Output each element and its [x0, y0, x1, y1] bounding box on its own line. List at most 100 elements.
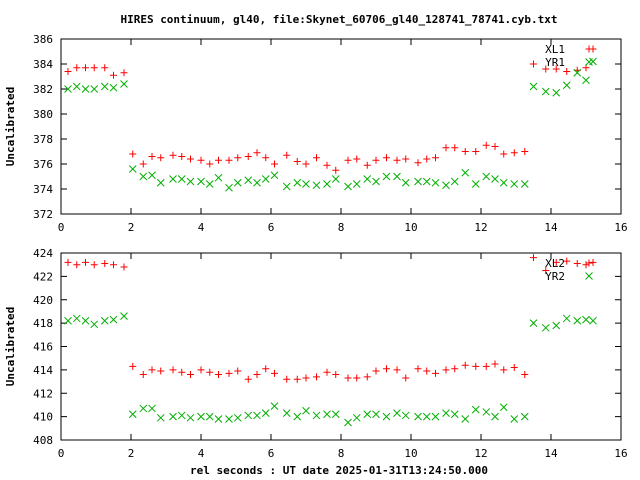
data-point [414, 365, 422, 373]
data-point [110, 71, 117, 79]
data-point [120, 80, 128, 88]
data-point [393, 366, 401, 374]
y-tick-label: 410 [33, 411, 53, 424]
data-point [128, 165, 137, 173]
y-tick-label: 420 [33, 294, 53, 307]
data-point [72, 314, 81, 323]
data-point [197, 156, 205, 164]
data-point [482, 408, 491, 416]
series-XL2 [64, 254, 597, 383]
data-point [244, 375, 252, 383]
data-point [510, 149, 518, 157]
data-point [110, 261, 117, 269]
data-point [215, 156, 222, 164]
data-point [169, 151, 177, 159]
data-point [363, 175, 372, 183]
data-point [382, 172, 391, 181]
x-tick-label: 4 [198, 221, 205, 234]
data-point [234, 154, 242, 162]
data-point [197, 412, 205, 421]
legend-marker [585, 45, 593, 53]
data-point [100, 316, 109, 325]
data-point [186, 413, 195, 422]
data-point [81, 316, 90, 325]
data-point [244, 411, 253, 420]
data-point [139, 172, 148, 181]
data-point [573, 68, 582, 77]
x-tick-label: 12 [474, 221, 487, 234]
data-point [73, 64, 81, 72]
data-point [253, 371, 261, 379]
data-point [491, 360, 499, 368]
data-point [372, 367, 380, 375]
data-point [442, 409, 450, 417]
data-point [344, 418, 352, 427]
plot-frame [60, 38, 622, 215]
data-point [521, 371, 529, 379]
data-point [157, 367, 165, 375]
data-point [382, 412, 391, 421]
data-point [552, 65, 560, 73]
data-point [312, 411, 321, 420]
x-tick-label: 10 [404, 221, 417, 234]
y-tick-label: 382 [33, 83, 53, 96]
data-point [529, 82, 538, 91]
data-point [323, 410, 331, 419]
x-tick-label: 14 [544, 221, 558, 234]
data-point [562, 81, 571, 90]
data-point [332, 371, 340, 379]
data-point [283, 151, 291, 159]
data-point [352, 413, 361, 422]
data-point [563, 257, 571, 265]
data-point [529, 319, 538, 327]
data-point [431, 412, 440, 421]
data-point [282, 409, 291, 417]
y-tick-label: 384 [33, 58, 53, 71]
data-point [323, 368, 331, 376]
data-point [510, 415, 519, 423]
data-point [129, 362, 137, 370]
data-point [451, 144, 459, 152]
data-point [461, 148, 469, 155]
data-point [482, 172, 491, 181]
data-point [302, 180, 310, 188]
data-point [225, 183, 233, 192]
data-point [450, 410, 459, 419]
data-point [450, 177, 459, 186]
y-tick-label: 374 [33, 183, 53, 196]
data-point [541, 323, 550, 332]
legend-marker [585, 58, 593, 66]
data-point [582, 76, 590, 85]
data-point [82, 64, 89, 72]
data-point [520, 180, 529, 188]
data-point [423, 367, 431, 375]
x-tick-label: 4 [198, 447, 205, 460]
y-tick-label: 380 [33, 108, 53, 121]
data-point [500, 150, 508, 158]
data-point [393, 172, 401, 181]
data-point [148, 153, 156, 160]
data-point [542, 267, 550, 275]
data-point [472, 148, 480, 155]
y-tick-label: 412 [33, 387, 53, 400]
data-point [178, 153, 186, 160]
data-point [186, 177, 195, 186]
data-point [169, 412, 177, 421]
data-point [461, 415, 470, 423]
data-point [500, 366, 508, 374]
data-point [344, 182, 352, 191]
legend-marker [585, 272, 593, 280]
y-tick-label: 408 [33, 434, 53, 447]
data-point [139, 160, 147, 168]
data-point [423, 155, 431, 163]
data-point [293, 178, 302, 187]
legend-label: XL2 [545, 257, 565, 270]
data-point [177, 175, 186, 183]
data-point [372, 410, 380, 419]
legend-label: YR1 [545, 56, 565, 69]
data-point [542, 65, 550, 73]
data-point [271, 160, 278, 168]
data-point [344, 374, 352, 382]
data-point [187, 371, 194, 379]
